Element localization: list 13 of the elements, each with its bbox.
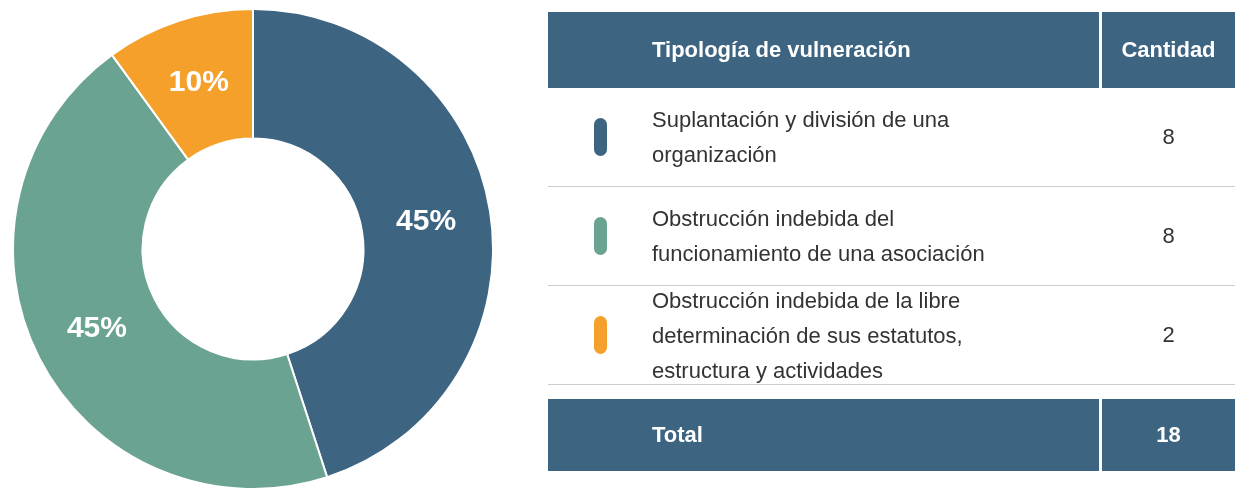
- text: 2: [1161, 322, 1176, 348]
- legend-label: Obstrucción indebida del funcionamiento de una asociación: [652, 205, 986, 268]
- legend-title: Tipología de vulneración: [651, 37, 912, 63]
- text: 18: [1099, 399, 1235, 471]
- data-label: 45%: [66, 309, 127, 343]
- text: 8: [1161, 223, 1176, 249]
- text: Cantidad: [1099, 12, 1235, 88]
- text: Total: [651, 422, 704, 448]
- data-label: 10%: [168, 63, 229, 97]
- legend-label: Obstrucción indebida de la libre determinación de sus estatutos, estructura y actividades: [652, 286, 964, 385]
- data-label: 45%: [396, 202, 457, 236]
- text: 8: [1161, 124, 1176, 150]
- legend-label: Suplantación y división de una organización: [652, 106, 951, 169]
